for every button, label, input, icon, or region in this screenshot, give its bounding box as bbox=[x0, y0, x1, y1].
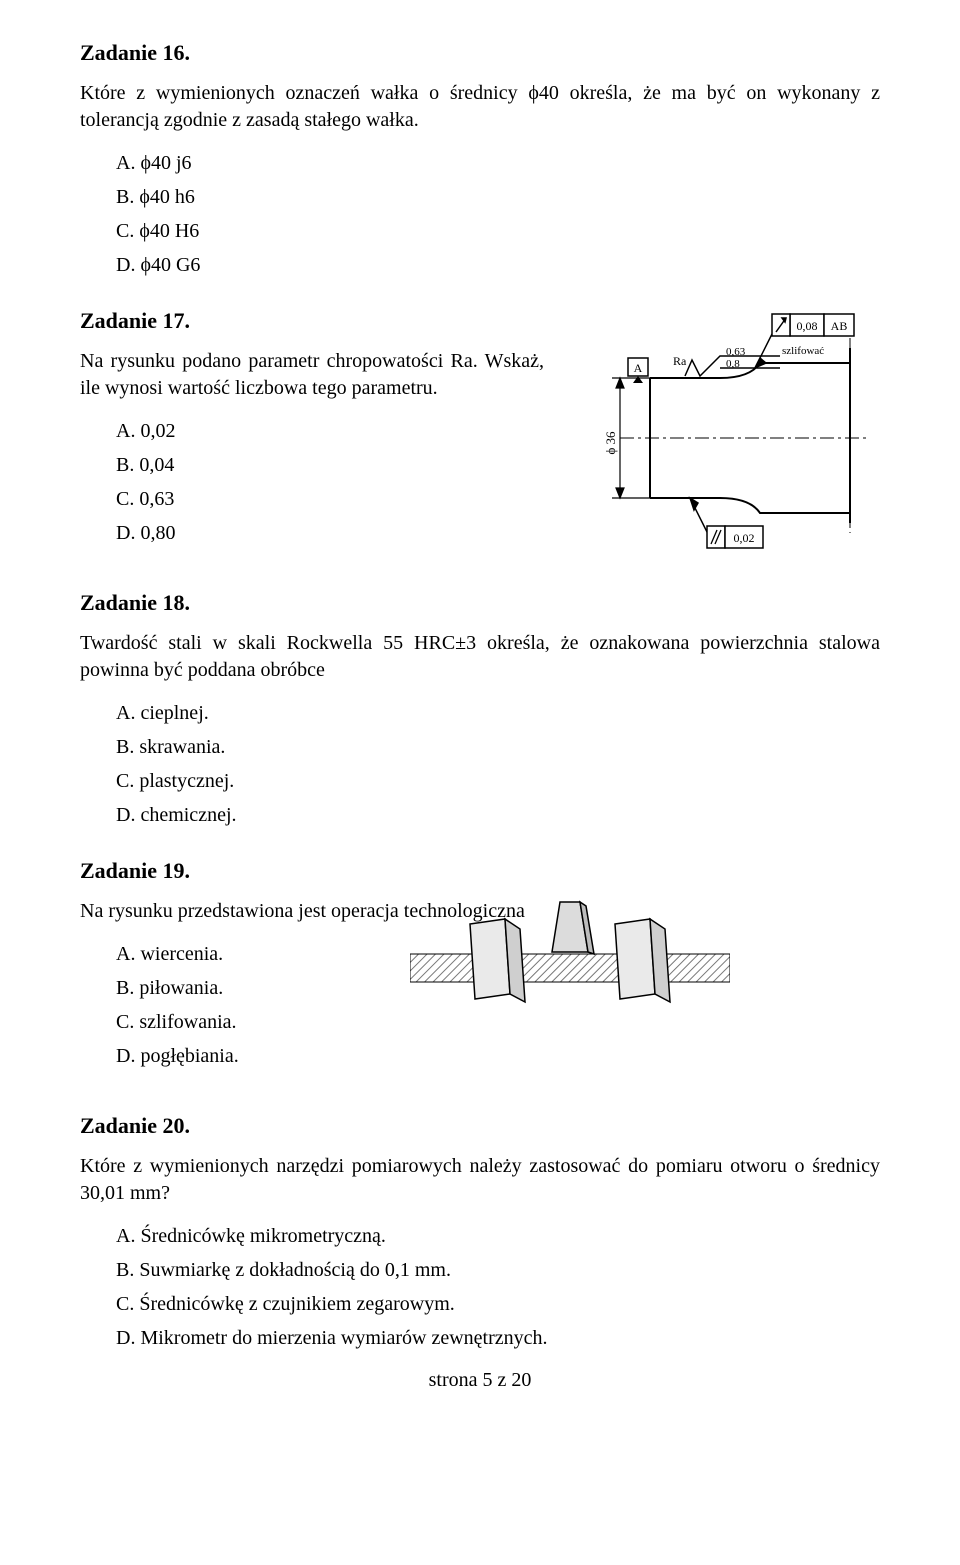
fig17-szlif: szlifować bbox=[782, 345, 824, 357]
task-17-figure: 0,08 AB Ra 0,63 0,8 szlifować A bbox=[520, 308, 880, 568]
task-16-opt-d: D. ϕ40 G6 bbox=[116, 248, 880, 282]
task-19-figure bbox=[410, 894, 730, 1024]
task-16-prompt: Które z wymienionych oznaczeń wałka o śr… bbox=[80, 80, 880, 134]
fig17-datum-a: A bbox=[634, 361, 643, 375]
task-19: Zadanie 19. Na rysunku przedstawiona jes… bbox=[80, 858, 880, 1073]
page-footer: strona 5 z 20 bbox=[80, 1369, 880, 1392]
task-18-opt-b: B. skrawania. bbox=[116, 730, 880, 764]
task-16-options: A. ϕ40 j6 B. ϕ40 h6 C. ϕ40 H6 D. ϕ40 G6 bbox=[116, 146, 880, 282]
fig17-top-right-label: AB bbox=[831, 319, 848, 333]
task-19-opt-d: D. pogłębiania. bbox=[116, 1039, 880, 1073]
task-20-title: Zadanie 20. bbox=[80, 1113, 880, 1139]
task-18-opt-c: C. plastycznej. bbox=[116, 764, 880, 798]
task-18-opt-d: D. chemicznej. bbox=[116, 798, 880, 832]
fig17-diameter-label: ϕ 36 bbox=[603, 431, 618, 455]
fig17-ra-low: 0,8 bbox=[726, 358, 740, 370]
task-16-opt-b: B. ϕ40 h6 bbox=[116, 180, 880, 214]
task-17: Zadanie 17. Na rysunku podano parametr c… bbox=[80, 308, 880, 550]
task-20: Zadanie 20. Które z wymienionych narzędz… bbox=[80, 1113, 880, 1355]
task-19-title: Zadanie 19. bbox=[80, 858, 880, 884]
task-16: Zadanie 16. Które z wymienionych oznacze… bbox=[80, 40, 880, 282]
task-20-opt-c: C. Średnicówkę z czujnikiem zegarowym. bbox=[116, 1287, 880, 1321]
task-18-options: A. cieplnej. B. skrawania. C. plastyczne… bbox=[116, 696, 880, 832]
fig17-top-left-label: 0,08 bbox=[797, 319, 818, 333]
fig17-bottom-label: 0,02 bbox=[734, 531, 755, 545]
task-16-opt-a: A. ϕ40 j6 bbox=[116, 146, 880, 180]
task-18-prompt: Twardość stali w skali Rockwella 55 HRC±… bbox=[80, 630, 880, 684]
page: Zadanie 16. Które z wymienionych oznacze… bbox=[0, 0, 960, 1422]
task-20-prompt: Które z wymienionych narzędzi pomiarowyc… bbox=[80, 1153, 880, 1207]
task-18-opt-a: A. cieplnej. bbox=[116, 696, 880, 730]
task-18-title: Zadanie 18. bbox=[80, 590, 880, 616]
task-20-opt-b: B. Suwmiarkę z dokładnością do 0,1 mm. bbox=[116, 1253, 880, 1287]
task-16-opt-c: C. ϕ40 H6 bbox=[116, 214, 880, 248]
fig17-ra-label: Ra bbox=[673, 354, 687, 368]
task-20-opt-d: D. Mikrometr do mierzenia wymiarów zewnę… bbox=[116, 1321, 880, 1355]
task-17-prompt: Na rysunku podano parametr chropowatości… bbox=[80, 348, 544, 402]
task-18: Zadanie 18. Twardość stali w skali Rockw… bbox=[80, 590, 880, 832]
task-16-title: Zadanie 16. bbox=[80, 40, 880, 66]
task-20-options: A. Średnicówkę mikrometryczną. B. Suwmia… bbox=[116, 1219, 880, 1355]
fig17-ra-up: 0,63 bbox=[726, 346, 746, 358]
task-20-opt-a: A. Średnicówkę mikrometryczną. bbox=[116, 1219, 880, 1253]
